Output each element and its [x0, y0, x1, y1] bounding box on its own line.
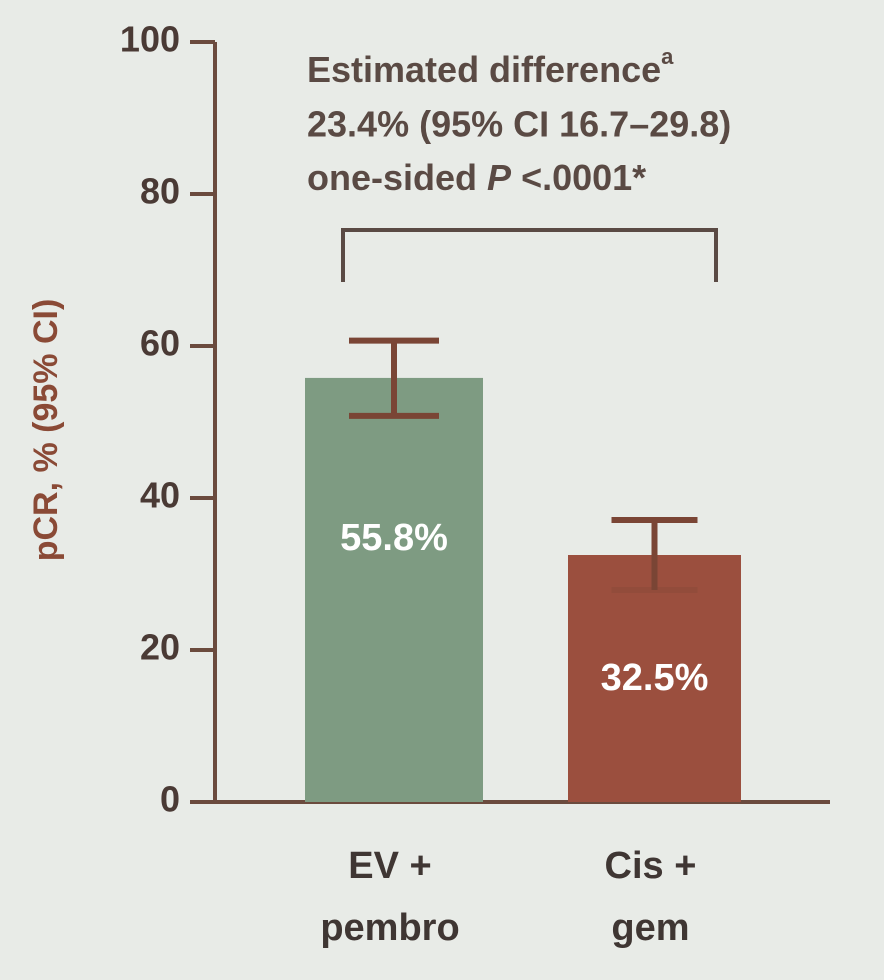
x-tick-label: pembro — [320, 907, 459, 949]
y-tick-label: 40 — [140, 475, 180, 516]
y-tick-label: 80 — [140, 171, 180, 212]
y-tick-label: 60 — [140, 323, 180, 364]
annotation-text: one-sided — [307, 157, 477, 198]
annotation-sup: a — [661, 44, 674, 69]
bar — [305, 377, 483, 802]
comparison-bracket — [341, 228, 718, 282]
x-tick-label: Cis + — [605, 845, 697, 887]
value-label: 55.8% — [340, 517, 448, 559]
y-tick-label: 100 — [120, 19, 180, 60]
x-tick-label: gem — [611, 907, 689, 949]
annotation-title: Estimated difference — [307, 49, 661, 90]
y-tick-label: 0 — [160, 779, 180, 820]
bar — [568, 555, 741, 802]
x-tick-label: EV + — [348, 845, 431, 887]
annotation-line: one-sided P <.0001* — [307, 157, 646, 198]
value-label: 32.5% — [601, 657, 709, 699]
annotation-text: <.0001* — [521, 157, 646, 198]
y-tick-label: 20 — [140, 627, 180, 668]
annotation-italic: P — [487, 157, 512, 198]
annotation: Estimated differencea — [307, 44, 674, 90]
annotation-line: 23.4% (95% CI 16.7–29.8) — [307, 104, 731, 145]
y-axis-label: pCR, % (95% CI) — [27, 299, 65, 562]
